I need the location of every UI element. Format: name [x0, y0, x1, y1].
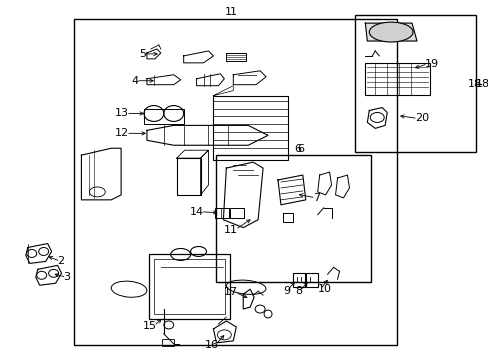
- Bar: [216, 155, 370, 282]
- Text: 11: 11: [224, 225, 238, 235]
- Text: 13: 13: [115, 108, 129, 118]
- Bar: [355, 15, 474, 152]
- Text: 3: 3: [63, 272, 70, 282]
- Text: 7: 7: [312, 193, 319, 203]
- Text: 9: 9: [282, 286, 289, 296]
- Bar: [292, 273, 304, 287]
- Text: 5: 5: [139, 49, 145, 59]
- Text: 2: 2: [58, 256, 64, 266]
- Text: 18: 18: [474, 79, 488, 89]
- Text: 20: 20: [414, 113, 428, 123]
- Text: 12: 12: [115, 128, 129, 138]
- Text: 1: 1: [224, 7, 231, 17]
- Bar: [143, 108, 183, 125]
- Text: 4: 4: [132, 76, 139, 86]
- Polygon shape: [365, 23, 416, 41]
- Ellipse shape: [368, 22, 412, 42]
- Bar: [213, 96, 287, 160]
- Text: 15: 15: [142, 321, 157, 331]
- Text: 17: 17: [224, 287, 238, 297]
- Bar: [154, 260, 225, 314]
- Bar: [162, 339, 173, 346]
- Bar: [230, 208, 244, 218]
- Bar: [74, 19, 396, 345]
- Bar: [305, 273, 317, 287]
- Text: 6: 6: [294, 144, 301, 154]
- Text: 8: 8: [295, 286, 302, 296]
- Text: 6: 6: [297, 144, 304, 154]
- Text: 16: 16: [204, 340, 218, 350]
- Text: 14: 14: [189, 207, 203, 217]
- Text: 10: 10: [317, 284, 331, 294]
- Text: 18: 18: [467, 79, 481, 89]
- Text: 19: 19: [424, 59, 438, 69]
- Text: 1: 1: [229, 7, 236, 17]
- Bar: [215, 208, 229, 218]
- Bar: [149, 255, 230, 319]
- Bar: [365, 63, 429, 95]
